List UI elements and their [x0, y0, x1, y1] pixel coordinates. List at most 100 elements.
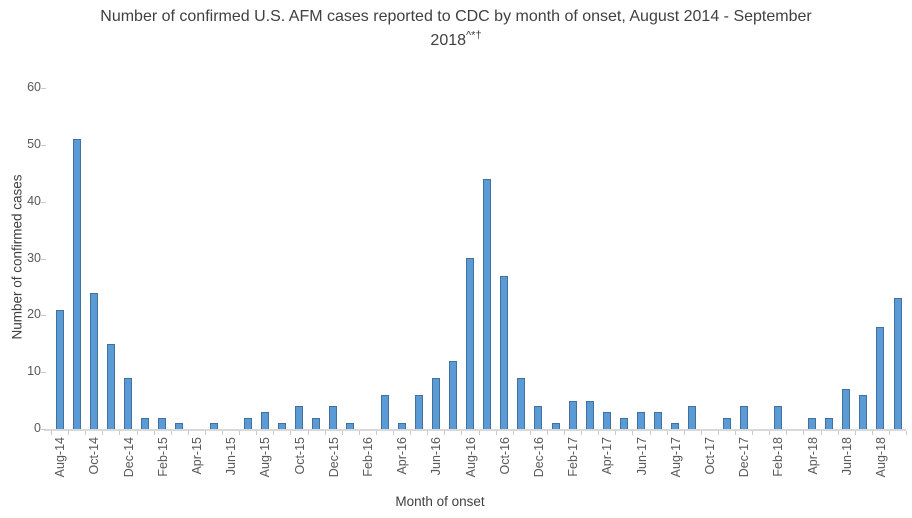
bar-Dec-16 [534, 406, 543, 429]
x-axis-tick [769, 431, 771, 435]
chart-title: Number of confirmed U.S. AFM cases repor… [10, 5, 902, 53]
bar-Jun-18 [842, 389, 851, 429]
x-axis-tick [170, 431, 172, 435]
x-axis-tick [427, 431, 429, 435]
bar-May-17 [619, 418, 628, 429]
bar-Sep-15 [277, 423, 286, 429]
bar-Nov-16 [517, 378, 526, 429]
chart-title-line1: Number of confirmed U.S. AFM cases repor… [100, 8, 812, 25]
bar-Jul-17 [654, 412, 662, 429]
bar-Aug-16 [466, 258, 474, 429]
x-axis-tick [786, 431, 788, 435]
x-axis-tick-label: Feb-18 [771, 437, 786, 477]
x-axis-tick [581, 431, 583, 435]
x-axis-tick [820, 431, 822, 435]
x-axis-tick [888, 431, 890, 435]
x-axis-tick-label: Apr-15 [189, 437, 204, 475]
x-axis-tick [632, 431, 634, 435]
x-axis-tick-label: Aug-14 [53, 437, 67, 478]
x-axis-tick [375, 431, 377, 435]
x-axis-tick-label: Jun-18 [839, 437, 854, 476]
x-axis-tick-label: Aug-15 [258, 437, 273, 478]
bar-Mar-17 [585, 401, 594, 429]
x-axis-tick-label: Dec-16 [531, 437, 546, 478]
y-axis-tick [41, 372, 46, 374]
x-axis-tick [222, 431, 223, 435]
bar-Sep-17 [688, 406, 697, 429]
bar-Jul-15 [243, 418, 252, 429]
bar-Sep-14 [72, 139, 81, 429]
x-axis-tick-label: Oct-14 [87, 437, 102, 475]
x-axis-tick [119, 431, 121, 435]
x-axis-tick-label: Dec-15 [326, 437, 341, 478]
bar-Jan-17 [551, 423, 560, 429]
y-axis-tick-label: 60 [27, 80, 41, 94]
y-axis-tick-label: 50 [27, 136, 41, 151]
x-axis-tick [615, 431, 617, 435]
bar-Jul-16 [448, 361, 457, 429]
x-axis-tick-label: Jun-16 [429, 437, 444, 476]
bar-Sep-16 [483, 179, 492, 429]
chart-title-footnote-marks: ^*† [466, 29, 482, 42]
x-axis-tick [546, 431, 548, 435]
x-axis-tick-label: Feb-15 [155, 437, 170, 477]
x-axis-tick-label: Oct-16 [497, 437, 512, 475]
x-axis-tick-label: Jun-17 [634, 437, 649, 476]
x-axis-tick [307, 431, 309, 435]
x-axis-tick-label: Dec-17 [737, 437, 751, 478]
x-axis-tick-label: Apr-17 [600, 437, 615, 475]
x-axis-tick [700, 431, 702, 435]
x-axis-tick [358, 431, 360, 435]
x-axis-tick-label: Oct-15 [292, 437, 307, 475]
y-axis-tick-label: 30 [27, 250, 41, 265]
x-axis-tick [666, 431, 668, 435]
x-axis-tick [256, 431, 258, 435]
x-axis-tick [239, 431, 241, 435]
bar-May-18 [825, 418, 834, 429]
x-axis-tick-label: Dec-14 [121, 437, 136, 478]
bar-Nov-14 [106, 344, 115, 429]
x-axis-tick-label: Jun-15 [224, 437, 239, 476]
bar-Nov-17 [722, 418, 731, 429]
x-axis-tick [410, 431, 412, 435]
y-axis-tick [41, 315, 46, 317]
bar-Mar-16 [380, 395, 389, 429]
y-axis-tick-label: 0 [34, 421, 41, 435]
x-axis-tick [153, 431, 155, 435]
x-axis-tick [683, 431, 685, 435]
x-axis-tick [290, 431, 292, 435]
bar-Dec-14 [124, 378, 132, 429]
y-axis-tick [41, 429, 46, 430]
x-axis-title: Month of onset [395, 494, 485, 509]
bar-Jan-15 [141, 418, 149, 429]
bar-Apr-18 [808, 418, 816, 429]
y-axis-tick-label: 40 [27, 193, 41, 208]
x-axis-tick [837, 431, 839, 435]
x-axis-tick [735, 431, 736, 435]
y-axis-tick [41, 88, 46, 89]
y-axis-tick-label: 10 [27, 364, 41, 379]
x-axis-tick [204, 431, 206, 435]
x-axis-tick [598, 431, 600, 435]
x-axis-tick [444, 431, 446, 435]
x-axis-tick-label: Feb-16 [360, 437, 375, 477]
x-axis-tick [752, 431, 754, 435]
bar-Apr-16 [397, 423, 406, 429]
x-axis-tick [717, 431, 719, 435]
x-axis-tick [495, 431, 497, 435]
bar-Dec-15 [329, 406, 338, 429]
bar-Jan-16 [346, 423, 355, 429]
x-axis-tick-label: Aug-18 [873, 437, 888, 478]
bar-Nov-15 [312, 418, 321, 429]
bar-Oct-14 [89, 293, 98, 429]
x-axis-tick [512, 431, 514, 435]
x-axis-tick [68, 431, 70, 435]
x-axis-tick [906, 431, 907, 435]
x-axis-line [44, 429, 906, 431]
x-axis-tick [854, 431, 856, 435]
x-axis-tick-label: Feb-17 [566, 437, 580, 477]
x-axis-tick [136, 431, 138, 435]
y-axis-tick-label: 20 [27, 307, 41, 322]
bar-Jun-16 [431, 378, 440, 429]
